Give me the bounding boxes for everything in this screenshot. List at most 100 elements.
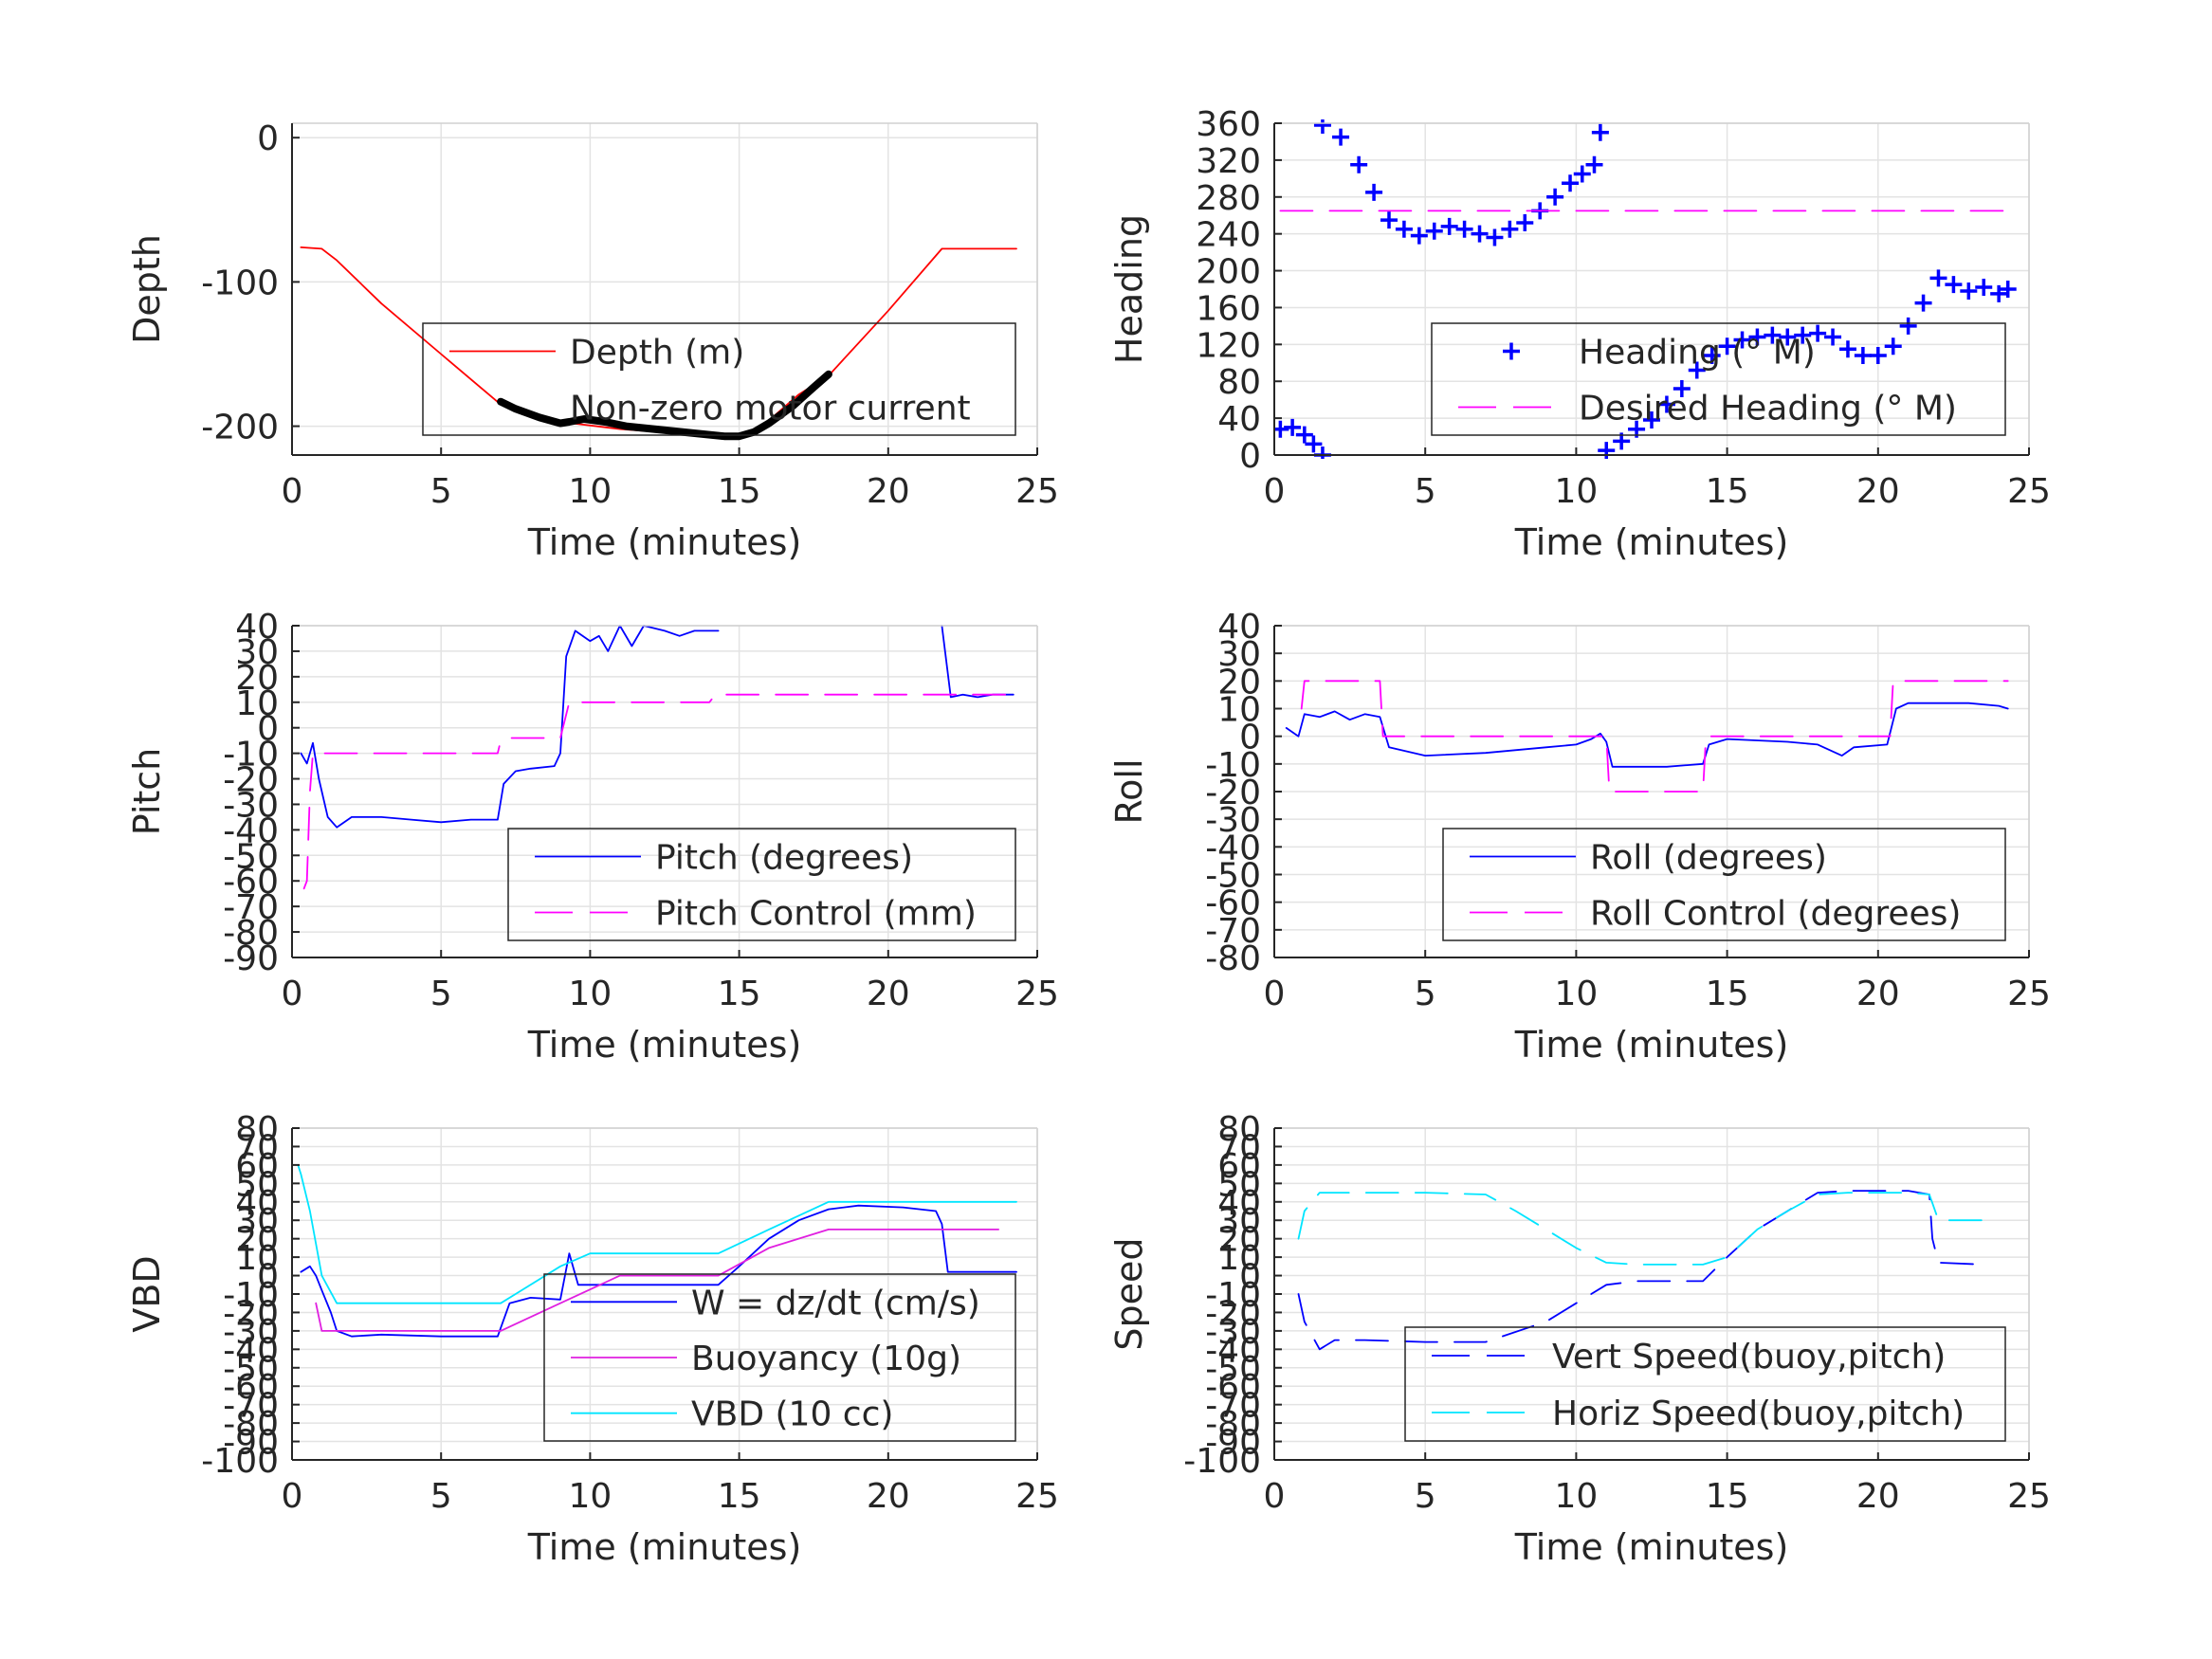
series-group xyxy=(1274,119,2017,459)
y-axis-label: Heading xyxy=(1108,214,1150,364)
legend: Depth (m) Non-zero motor current xyxy=(422,322,1016,436)
legend-label: Desired Heading (° M) xyxy=(1579,390,1957,428)
x-tick-label: 15 xyxy=(718,472,761,511)
y-tick-label: -10 xyxy=(223,1276,279,1315)
series-group xyxy=(300,625,1017,890)
legend: Pitch (degrees) Pitch Control (mm) xyxy=(507,828,1016,941)
plot-area xyxy=(292,626,1037,957)
legend-label: Horiz Speed(buoy,pitch) xyxy=(1552,1395,1965,1433)
x-tick-label: 10 xyxy=(568,975,612,1013)
x-tick-label: 0 xyxy=(1264,975,1286,1013)
y-tick-label: -30 xyxy=(223,786,279,825)
x-tick-label: 15 xyxy=(1706,472,1749,511)
series-line-roll-control-degrees xyxy=(1300,680,2009,793)
y-tick-label: 20 xyxy=(235,659,279,698)
data-point xyxy=(1591,123,1609,141)
y-tick-label: -60 xyxy=(1205,1368,1261,1407)
y-tick-label: 10 xyxy=(235,1239,279,1278)
legend-label: Buoyancy (10g) xyxy=(691,1340,961,1378)
data-point xyxy=(1960,282,1978,300)
data-point xyxy=(1748,328,1766,346)
data-point xyxy=(1573,165,1591,183)
y-tick-label: -60 xyxy=(1205,884,1261,923)
data-point xyxy=(1486,228,1504,246)
x-tick-label: 0 xyxy=(282,975,303,1013)
legend-box xyxy=(543,1273,1016,1442)
data-point xyxy=(1794,326,1812,344)
x-tick-label: 20 xyxy=(867,975,910,1013)
y-tick-label: -40 xyxy=(223,1331,279,1370)
y-tick-label: -200 xyxy=(201,409,279,447)
x-tick-label: 15 xyxy=(718,975,761,1013)
y-tick-label: -90 xyxy=(1205,1424,1261,1463)
data-point xyxy=(1284,418,1302,436)
data-point xyxy=(1838,340,1856,358)
y-tick-label: -90 xyxy=(223,939,279,978)
data-point xyxy=(1733,331,1751,349)
legend-box xyxy=(1431,322,2006,436)
series-group xyxy=(300,246,1017,441)
y-tick-label: -50 xyxy=(223,1350,279,1389)
data-point xyxy=(1657,395,1675,413)
x-tick-label: 5 xyxy=(430,472,452,511)
data-point xyxy=(1455,220,1473,238)
y-tick-label: -80 xyxy=(1205,939,1261,978)
y-tick-label: 30 xyxy=(1217,1202,1261,1241)
y-tick-label: 10 xyxy=(1217,691,1261,730)
y-tick-label: -50 xyxy=(1205,1350,1261,1389)
y-tick-label: 10 xyxy=(1217,1239,1261,1278)
y-tick-label: 40 xyxy=(1217,1184,1261,1223)
data-point xyxy=(1779,328,1797,346)
y-axis-label: Pitch xyxy=(126,748,168,836)
data-point xyxy=(1598,442,1616,459)
series-group xyxy=(1285,680,2009,793)
series-line-roll-degrees xyxy=(1285,702,2009,768)
legend: Heading (° M) Desired Heading (° M) xyxy=(1431,322,2006,436)
y-tick-label: -20 xyxy=(223,761,279,800)
series-line-horiz-speed-buoy-pitch xyxy=(1297,1192,1985,1266)
legend-label: Non-zero motor current xyxy=(570,390,971,428)
legend-label: Pitch (degrees) xyxy=(655,839,913,878)
legend-label: VBD (10 cc) xyxy=(691,1395,893,1434)
data-point xyxy=(1516,214,1534,231)
y-tick-label: -70 xyxy=(1205,1387,1261,1426)
y-tick-label: -70 xyxy=(223,1387,279,1426)
y-tick-label: 80 xyxy=(1217,1110,1261,1149)
legend: W = dz/dt (cm/s) Buoyancy (10g) VBD (10 cc… xyxy=(543,1273,1016,1442)
y-axis-label: VBD xyxy=(126,1255,168,1332)
y-tick-label: -60 xyxy=(223,1368,279,1407)
data-point xyxy=(1914,294,1932,312)
axes-speed: 0 5 10 15 20 25-100-90-80-70-60-50-40-30-20-1… xyxy=(1108,1110,2051,1568)
y-tick-label: -40 xyxy=(223,811,279,850)
x-tick-label: 20 xyxy=(1856,975,1900,1013)
data-point xyxy=(1824,328,1842,346)
legend-box xyxy=(507,828,1016,941)
y-tick-label: -50 xyxy=(1205,857,1261,896)
x-tick-label: 25 xyxy=(1015,975,1059,1013)
y-tick-label: 30 xyxy=(235,1202,279,1241)
x-tick-label: 15 xyxy=(718,1477,761,1516)
y-axis-label: Roll xyxy=(1108,758,1150,824)
y-tick-label: 0 xyxy=(1239,437,1261,476)
y-tick-label: -80 xyxy=(223,1405,279,1444)
data-point xyxy=(1899,317,1917,335)
y-tick-label: -30 xyxy=(223,1313,279,1352)
x-tick-label: 25 xyxy=(2007,1477,2051,1516)
y-tick-label: 0 xyxy=(257,1258,279,1297)
y-tick-label: -80 xyxy=(223,914,279,953)
y-tick-label: 120 xyxy=(1196,326,1261,365)
axes-depth: 0 5 10 15 20 25 -200 -100 0 Time (minutes) Depth De… xyxy=(126,119,1059,563)
x-tick-label: 5 xyxy=(1415,1477,1436,1516)
data-point xyxy=(1703,347,1721,364)
axes-pitch: 0 5 10 15 20 25-90-80-70-60-50-40-30-20-10010… xyxy=(126,608,1059,1066)
series-line-buoyancy-10g xyxy=(315,1229,999,1332)
x-tick-label: 10 xyxy=(568,472,612,511)
x-tick-label: 15 xyxy=(1706,1477,1749,1516)
y-tick-label: 60 xyxy=(1217,1147,1261,1186)
y-tick-label: -10 xyxy=(223,736,279,775)
data-point xyxy=(1313,119,1331,134)
y-axis-label: Speed xyxy=(1108,1237,1150,1350)
data-point xyxy=(1929,269,1947,287)
y-tick-label: 160 xyxy=(1196,289,1261,328)
